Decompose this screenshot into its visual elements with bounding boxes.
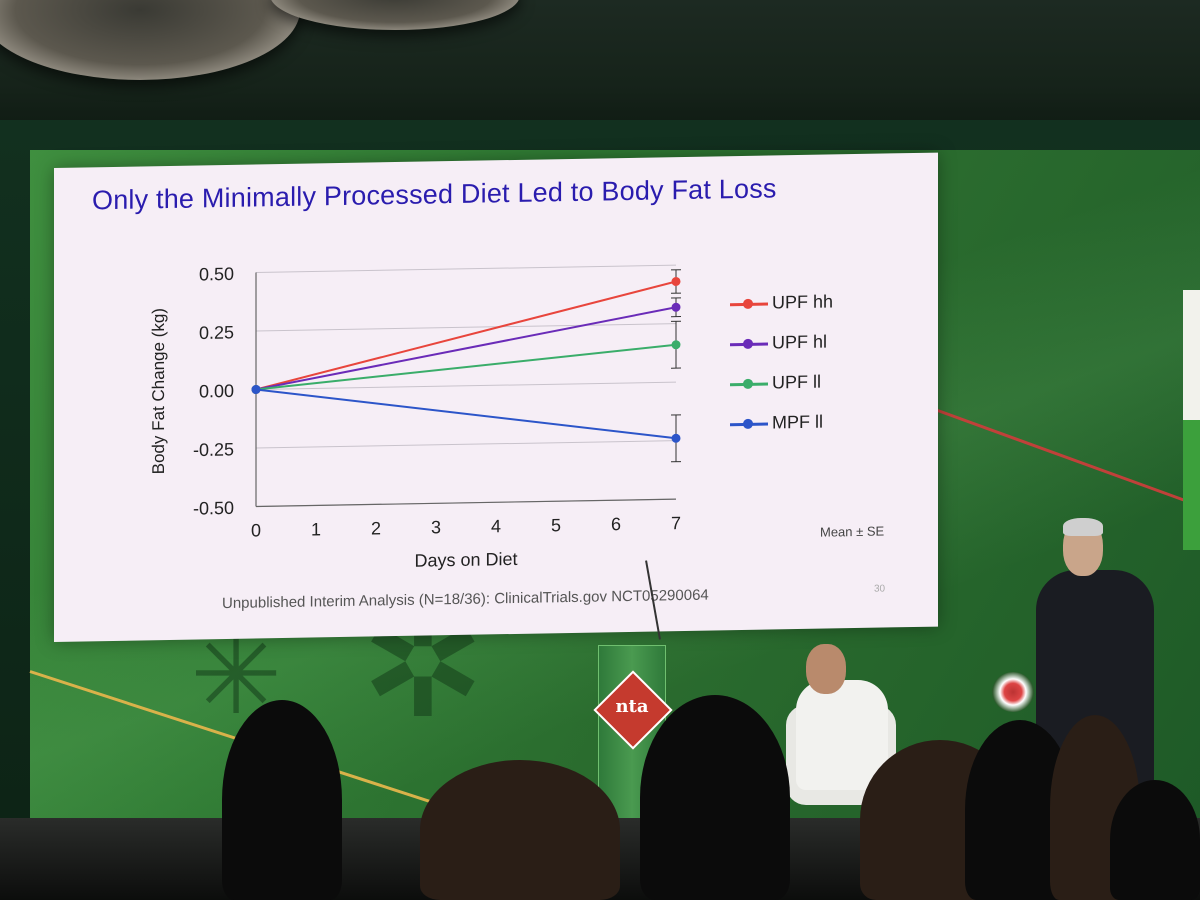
legend-label: UPF hl [772, 331, 828, 353]
legend-label: UPF hh [772, 291, 834, 313]
seated-panelist [796, 680, 888, 790]
x-tick-label: 1 [311, 519, 321, 539]
x-axis [256, 498, 676, 508]
y-tick-label: 0.25 [199, 322, 234, 343]
y-tick-label: -0.50 [193, 498, 234, 519]
mean-se-note: Mean ± SE [820, 523, 885, 540]
legend-label: UPF ll [772, 371, 821, 393]
series-line [255, 343, 677, 391]
slide-number: 30 [874, 583, 886, 595]
data-point [671, 340, 681, 350]
y-tick-label: -0.25 [193, 439, 234, 460]
legend-item: MPF ll [730, 407, 900, 440]
legend-swatch [730, 298, 768, 309]
legend-label: MPF ll [772, 411, 823, 433]
data-point [671, 433, 681, 443]
y-tick-label: 0.00 [199, 381, 234, 402]
audience-member [420, 760, 620, 900]
data-point [251, 384, 261, 394]
gridline [256, 323, 676, 332]
gridline [256, 264, 676, 273]
data-point [671, 277, 681, 287]
legend-swatch [730, 418, 768, 429]
x-tick-label: 7 [671, 513, 681, 533]
flower-arrangement [992, 672, 1034, 712]
legend-marker [743, 418, 753, 429]
x-tick-label: 2 [371, 518, 381, 538]
legend-item: UPF hh [730, 287, 900, 320]
podium-logo-text: nta [615, 696, 649, 717]
gridline [256, 440, 676, 449]
chart-legend: UPF hh UPF hl UPF ll MPF ll [730, 287, 900, 450]
audience-member [222, 700, 342, 900]
legend-marker [743, 338, 753, 349]
legend-marker [743, 378, 753, 389]
x-tick-label: 4 [491, 516, 501, 536]
legend-swatch [730, 338, 768, 349]
legend-swatch [730, 378, 768, 389]
audience-member [640, 695, 790, 900]
series-line [255, 306, 677, 391]
legend-item: UPF ll [730, 367, 900, 400]
x-tick-label: 3 [431, 517, 441, 537]
audience-member [1110, 780, 1200, 900]
data-point [671, 302, 681, 312]
legend-item: UPF hl [730, 327, 900, 360]
series-line [255, 280, 677, 391]
legend-marker [743, 298, 753, 309]
x-axis-title: Days on Diet [414, 549, 517, 571]
x-tick-label: 5 [551, 515, 561, 535]
x-tick-label: 6 [611, 514, 621, 534]
speaker-hair [1063, 518, 1103, 536]
y-tick-label: 0.50 [199, 264, 234, 285]
y-axis-title: Body Fat Change (kg) [149, 308, 168, 475]
side-panel [1183, 290, 1200, 550]
gridline [256, 381, 676, 390]
series-line [255, 388, 677, 440]
seated-panelist-head [806, 644, 846, 694]
projected-slide: Only the Minimally Processed Diet Led to… [54, 152, 938, 643]
line-chart: -0.50 -0.25 0.00 0.25 0.50 0 1 2 3 4 5 6 7 Days on Di… [149, 264, 681, 571]
x-tick-label: 0 [251, 520, 261, 540]
